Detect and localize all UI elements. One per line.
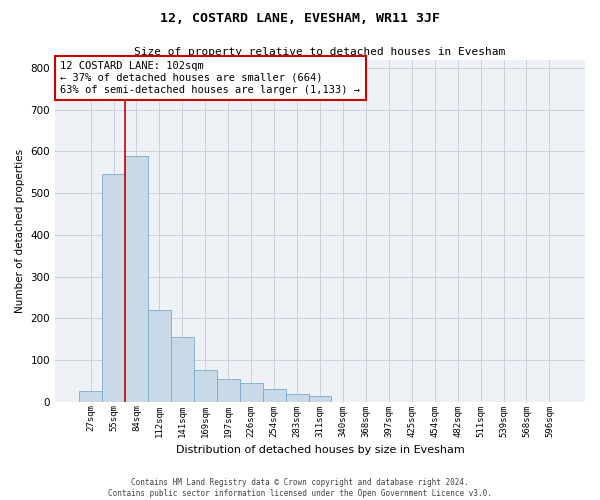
Bar (102, 174, 125, 402)
Bar (171, 337, 194, 402)
Bar (263, 389, 286, 402)
Text: 12, COSTARD LANE, EVESHAM, WR11 3JF: 12, COSTARD LANE, EVESHAM, WR11 3JF (160, 12, 440, 26)
Bar (286, 394, 308, 402)
Bar (240, 383, 263, 402)
Title: Size of property relative to detached houses in Evesham: Size of property relative to detached ho… (134, 48, 506, 58)
Bar (308, 396, 331, 402)
Bar (194, 370, 217, 402)
Bar (148, 310, 171, 402)
Bar (217, 378, 240, 402)
Bar (125, 156, 148, 402)
Text: Contains HM Land Registry data © Crown copyright and database right 2024.
Contai: Contains HM Land Registry data © Crown c… (108, 478, 492, 498)
Y-axis label: Number of detached properties: Number of detached properties (15, 148, 25, 312)
Text: 12 COSTARD LANE: 102sqm
← 37% of detached houses are smaller (664)
63% of semi-d: 12 COSTARD LANE: 102sqm ← 37% of detache… (61, 62, 361, 94)
Bar (79, 391, 102, 402)
X-axis label: Distribution of detached houses by size in Evesham: Distribution of detached houses by size … (176, 445, 464, 455)
